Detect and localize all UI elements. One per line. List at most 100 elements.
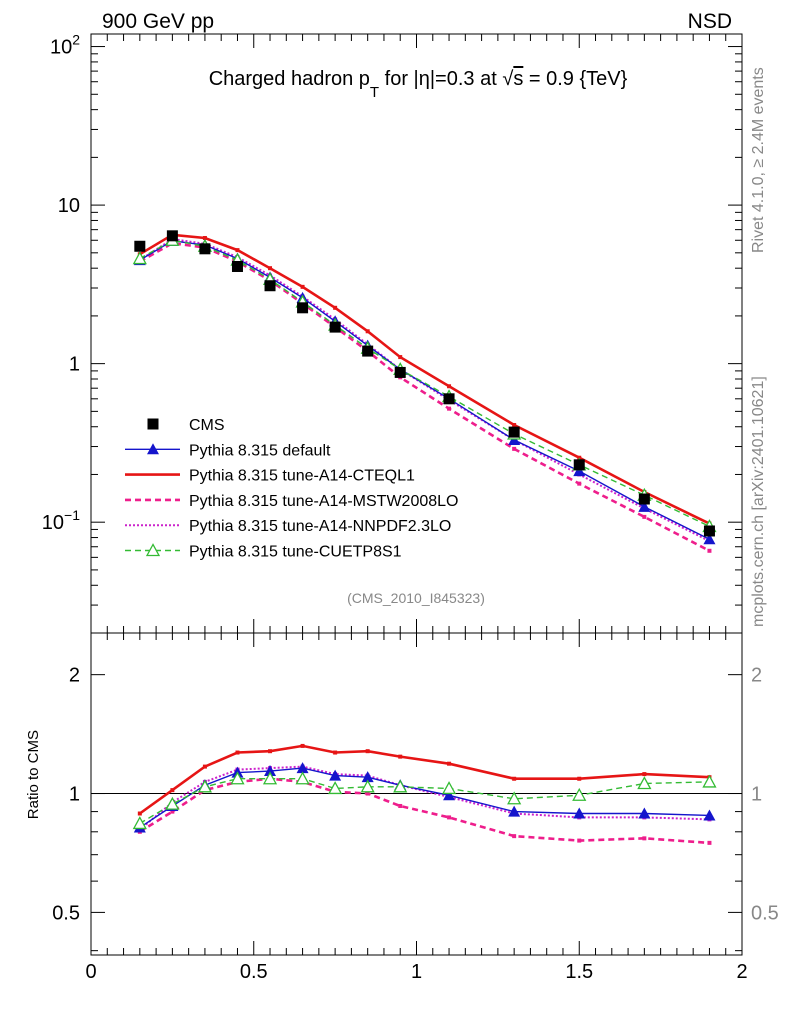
cteql1-point: [137, 811, 142, 816]
cms-point: [703, 525, 715, 537]
cuetp8s1-point: [507, 791, 522, 805]
cuetp8s1-line: [139, 239, 710, 528]
cuetp8s1-point: [165, 796, 180, 810]
default-point: [573, 465, 586, 477]
mstw-line: [139, 241, 711, 552]
mstw-point: [642, 514, 647, 519]
mstw-point: [447, 815, 452, 820]
top-panel: Charged hadron pT for |η|=0.3 at √s = 0.…: [42, 32, 743, 634]
ratio-panel: 0.5 0.5 1 1 2 2 0 0.5 1 1.5 2 Ratio to CMS: [25, 632, 779, 983]
cuetp8s1-point: [295, 771, 310, 785]
mstw-point: [512, 834, 517, 839]
x-tick-label: 0.5: [240, 961, 268, 983]
legend-label: CMS: [189, 417, 225, 434]
cteql1-point: [398, 754, 403, 759]
default-point: [638, 500, 651, 512]
cms-point: [638, 493, 650, 505]
legend-cuetp8s1-point: [145, 543, 161, 557]
mstw-point: [170, 809, 175, 814]
ratio-y-ticks: 0.5 0.5 1 1 2 2: [52, 665, 779, 952]
cms-point: [573, 459, 585, 471]
mstw-point: [707, 548, 712, 553]
cteql1-point: [235, 248, 240, 253]
cms-point: [134, 240, 146, 252]
cms-point: [231, 260, 243, 272]
default-point: [703, 809, 716, 821]
cuetp8s1-point: [360, 779, 375, 793]
cms-point: [329, 321, 341, 333]
source-label: mcplots.cern.ch [arXiv:2401.10621]: [750, 376, 767, 627]
cteql1-line: [139, 233, 710, 525]
mstw-point: [447, 406, 452, 411]
legend-label: Pythia 8.315 tune-A14-MSTW2008LO: [189, 493, 458, 510]
cuetp8s1-point: [132, 816, 147, 830]
header-left: 900 GeV pp: [102, 10, 214, 33]
y-tick-label-right: 2: [751, 665, 762, 687]
cuetp8s1-point: [328, 781, 343, 795]
y-tick-label: 102: [50, 32, 80, 59]
mstw-point: [398, 803, 403, 808]
cteql1-point: [398, 355, 403, 360]
default-point: [703, 533, 716, 545]
cteql1-point: [365, 749, 370, 754]
mstw-point: [642, 836, 647, 841]
watermark: (CMS_2010_I845323): [347, 590, 485, 606]
legend-label: Pythia 8.315 tune-A14-NNPDF2.3LO: [189, 518, 451, 535]
default-point: [264, 765, 277, 777]
ratio-x-ticks: 0 0.5 1 1.5 2: [85, 633, 748, 983]
x-tick-label: 1.5: [565, 961, 593, 983]
cms-point: [508, 426, 520, 438]
top-y-ticks: 10−1 1 10 102: [42, 32, 742, 634]
default-line: [139, 767, 710, 829]
legend-label: Pythia 8.315 tune-A14-CTEQL1: [189, 468, 415, 485]
cteql1-point: [365, 329, 370, 334]
y-tick-label-right: 1: [751, 784, 762, 806]
cuetp8s1-point: [393, 779, 408, 793]
default-point: [329, 769, 342, 781]
chart-header: 900 GeV pp NSD: [102, 10, 732, 33]
cuetp8s1-line: [139, 778, 710, 825]
cteql1-line: [139, 744, 710, 815]
y-tick-label: 0.5: [52, 902, 80, 924]
default-point: [443, 789, 456, 801]
cteql1-point: [235, 750, 240, 755]
x-tick-label: 2: [736, 961, 747, 983]
default-point: [361, 771, 374, 783]
cteql1-point: [447, 384, 452, 389]
cteql1-point: [333, 750, 338, 755]
cteql1-point: [300, 284, 305, 289]
default-point: [573, 807, 586, 819]
nnpdf-line: [139, 765, 710, 831]
cteql1-point: [642, 772, 647, 777]
y-tick-label-right: 0.5: [751, 902, 779, 924]
y-tick-label: 1: [69, 784, 80, 806]
rivet-label: Rivet 4.1.0, ≥ 2.4M events: [750, 67, 767, 253]
mstw-point: [577, 481, 582, 486]
cms-point: [297, 302, 309, 314]
mstw-line: [139, 777, 710, 845]
cms-point: [264, 280, 276, 292]
legend-label: Pythia 8.315 tune-CUETP8S1: [189, 544, 402, 561]
x-tick-label: 0: [85, 961, 96, 983]
cteql1-point: [300, 743, 305, 748]
cuetp8s1-point: [230, 771, 245, 785]
default-point: [296, 762, 309, 774]
default-point: [638, 807, 651, 819]
default-point: [508, 805, 521, 817]
ratio-y-label: Ratio to CMS: [25, 730, 42, 819]
legend-label: Pythia 8.315 default: [189, 442, 331, 459]
cteql1-point: [268, 266, 273, 271]
cteql1-point: [447, 761, 452, 766]
cms-point: [362, 345, 374, 357]
mstw-point: [707, 840, 712, 845]
cuetp8s1-point: [132, 251, 147, 265]
cteql1-point: [512, 776, 517, 781]
cms-point: [443, 393, 455, 405]
cuetp8s1-point: [637, 776, 652, 790]
y-tick-label: 2: [69, 665, 80, 687]
cteql1-point: [333, 305, 338, 310]
chart-title: Charged hadron pT for |η|=0.3 at √s = 0.…: [209, 68, 628, 101]
cteql1-point: [170, 788, 175, 793]
legend-default-point: [147, 443, 159, 455]
